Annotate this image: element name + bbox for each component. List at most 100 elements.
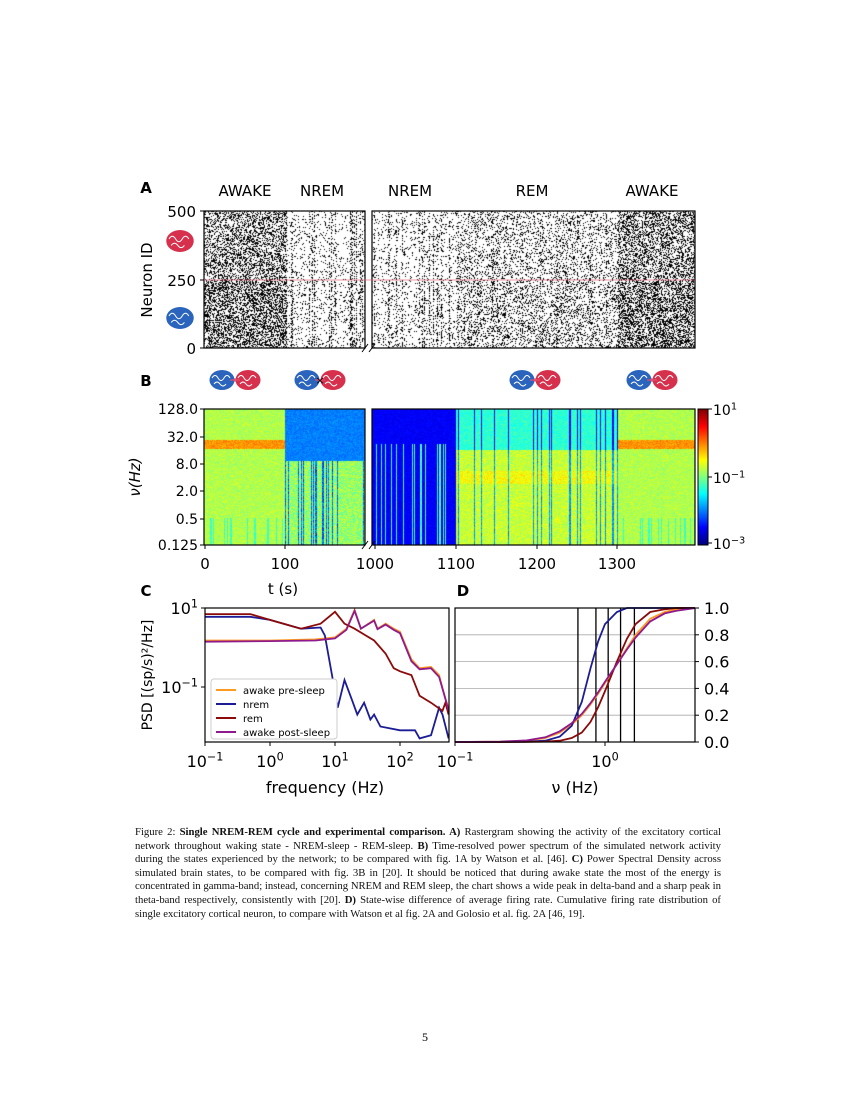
- x-tick-label: 100: [591, 751, 618, 771]
- cdf-axes-frame: [454, 607, 696, 743]
- state-title: NREM: [388, 182, 432, 200]
- legend-box: [210, 678, 338, 740]
- caption-c-text: Power Spectral Density across simulated …: [135, 853, 721, 906]
- panel-label-a: A: [140, 179, 152, 197]
- brain-folds: [237, 375, 257, 387]
- colorbar-tick-label: 10−3: [713, 535, 745, 553]
- figure-caption: Figure 2: Single NREM-REM cycle and expe…: [135, 826, 721, 921]
- colorbar-tick-label: 10−1: [713, 469, 745, 487]
- colorbar-frame: [697, 408, 709, 546]
- raster-plot-left: [204, 211, 365, 348]
- psd-line-nrem: [205, 615, 449, 740]
- raster-axes-frame: [371, 210, 696, 349]
- blue-brain-icon: [294, 370, 320, 390]
- state-title: REM: [516, 182, 549, 200]
- x-tick-label: 100: [256, 751, 283, 771]
- colorbar-tick-label: 101: [713, 401, 737, 419]
- psd-chart: [205, 608, 449, 740]
- x-tick-label: 1300: [598, 555, 636, 573]
- excitatory-brain-icon: [166, 230, 194, 252]
- panel-label-c: C: [140, 582, 151, 600]
- red-brain-icon: [320, 370, 346, 390]
- y-axis-label: PSD [(sp/s)²/Hz]: [140, 620, 156, 731]
- x-tick-label: 10−1: [437, 751, 474, 771]
- y-tick-label: 0.4: [704, 679, 729, 698]
- psd-axes-frame: [204, 607, 450, 743]
- y-tick-label: 250: [167, 272, 196, 290]
- caption-b-key: B): [417, 839, 429, 852]
- red-brain-icon: [535, 370, 561, 390]
- axis-break-mark: [361, 540, 376, 550]
- red-brain-icon: [235, 370, 261, 390]
- x-axis-label: frequency (Hz): [266, 778, 384, 797]
- y-axis-label: ν(Hz): [126, 457, 144, 496]
- spectrogram-axes-frame: [203, 408, 366, 546]
- y-tick-label: 128.0: [158, 402, 198, 418]
- connection-dot: [650, 378, 654, 382]
- raster-plot-right: [372, 211, 695, 348]
- y-tick-label: 0.2: [704, 706, 729, 725]
- brain-folds: [168, 312, 190, 326]
- spectrogram-right: [372, 409, 695, 545]
- y-tick-label: 32.0: [167, 430, 198, 446]
- caption-a-text: Rastergram showing the activity of the e…: [135, 826, 722, 852]
- psd-line-rem: [205, 610, 449, 715]
- state-title: AWAKE: [625, 182, 678, 200]
- y-tick-label: 2.0: [176, 484, 198, 500]
- y-tick-label: 101: [171, 598, 198, 618]
- y-tick-label: 0.0: [704, 733, 729, 752]
- legend-entry: rem: [243, 714, 263, 725]
- y-tick-label: 0.5: [176, 512, 198, 528]
- psd-line-awake-post-sleep: [205, 608, 449, 712]
- caption-d-text: State-wise difference of average firing …: [135, 893, 721, 920]
- y-tick-label: 1.0: [704, 599, 729, 618]
- spectrogram-axes-frame: [371, 408, 696, 546]
- x-tick-label: 1000: [356, 555, 394, 573]
- caption-label: Figure 2:: [135, 826, 180, 838]
- y-tick-label: 0.8: [704, 626, 729, 645]
- x-tick-label: 102: [386, 751, 413, 771]
- connection-dot: [233, 378, 237, 382]
- axis-break-mark: [361, 343, 376, 353]
- x-axis-label: ν (Hz): [552, 778, 599, 797]
- y-tick-label: 0.125: [158, 538, 198, 554]
- legend-entry: awake pre-sleep: [243, 686, 325, 697]
- y-tick-label: 8.0: [176, 457, 198, 473]
- caption-b-text: Time-resolved power spectrum of the simu…: [135, 839, 721, 866]
- inhibitory-brain-icon: [166, 307, 194, 329]
- cdf-line: [455, 607, 695, 743]
- page-number: 5: [422, 1030, 428, 1044]
- cdf-line: [455, 607, 695, 743]
- panel-label-b: B: [140, 372, 151, 390]
- y-tick-label: 10−1: [161, 677, 198, 697]
- blue-brain-icon: [626, 370, 652, 390]
- brain-folds: [296, 375, 316, 387]
- x-tick-label: 10−1: [187, 751, 224, 771]
- brain-folds: [322, 375, 342, 387]
- caption-a-key: A): [445, 826, 461, 838]
- y-tick-label: 0.6: [704, 653, 729, 672]
- state-title: AWAKE: [218, 182, 271, 200]
- brain-folds: [654, 375, 674, 387]
- brain-folds: [211, 375, 231, 387]
- connection-dot: [533, 378, 537, 382]
- x-tick-label: 1200: [518, 555, 556, 573]
- brain-folds: [628, 375, 648, 387]
- x-tick-label: 1100: [437, 555, 475, 573]
- red-brain-icon: [652, 370, 678, 390]
- x-axis-label: t (s): [268, 580, 298, 598]
- y-tick-label: 0: [186, 340, 196, 358]
- x-tick-label: 101: [321, 751, 348, 771]
- caption-d-key: D): [344, 893, 356, 906]
- caption-c-key: C): [571, 853, 583, 866]
- caption-title: Single NREM-REM cycle and experimental c…: [179, 826, 446, 838]
- disconnect-icon: ×: [315, 374, 324, 387]
- brain-folds: [168, 235, 190, 249]
- brain-folds: [537, 375, 557, 387]
- legend: [210, 678, 338, 740]
- y-tick-label: 500: [167, 203, 196, 221]
- legend-entry: awake post-sleep: [243, 728, 330, 739]
- x-tick-label: 100: [271, 555, 300, 573]
